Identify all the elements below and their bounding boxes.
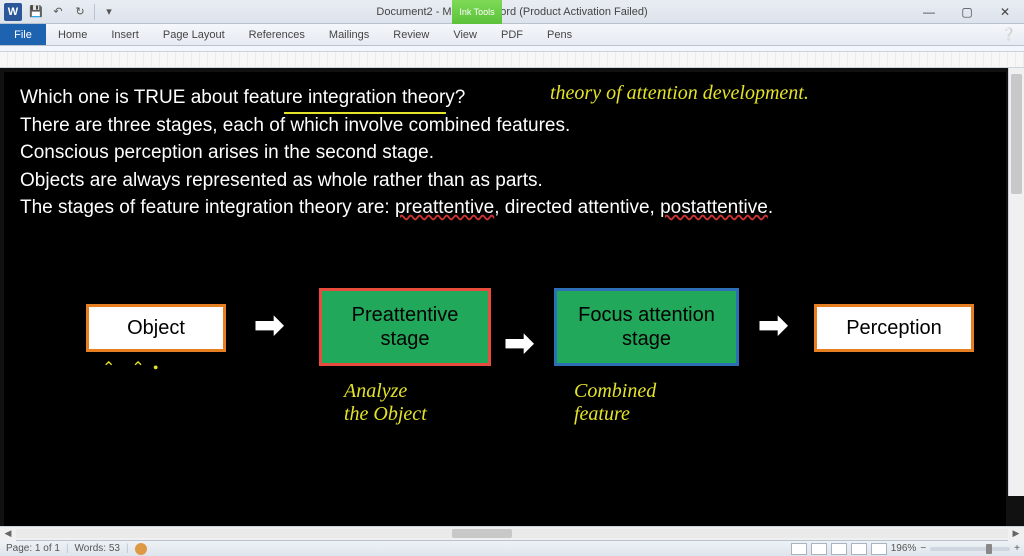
scribble-mark-2: ⌃ [131, 360, 144, 377]
q1-part-c: theory? [397, 87, 466, 108]
hscroll-right-button[interactable]: ▶ [1008, 527, 1024, 541]
ribbon-tabs: File Home Insert Page Layout References … [0, 24, 1024, 46]
tab-insert[interactable]: Insert [99, 24, 151, 45]
view-web-icon[interactable] [831, 543, 847, 555]
box-focus-label: Focus attention stage [578, 303, 715, 351]
arrow-2: ➡ [504, 322, 534, 364]
arrow-1: ➡ [254, 304, 284, 346]
zoom-percent[interactable]: 196% [891, 543, 917, 554]
tab-references[interactable]: References [237, 24, 317, 45]
proofing-errors-icon[interactable] [135, 543, 147, 555]
question-line-4: Objects are always represented as whole … [20, 167, 990, 195]
status-separator: | [126, 543, 129, 554]
ink-tools-label: Ink Tools [459, 8, 494, 17]
q5-d-misspell: postattentive [660, 197, 768, 218]
annotation-pre-l1: Analyze [344, 380, 427, 403]
zoom-in-button[interactable]: + [1014, 543, 1020, 554]
horizontal-scrollbar[interactable]: ◀ ▶ [0, 526, 1024, 540]
question-line-5: The stages of feature integration theory… [20, 194, 990, 222]
q1-part-a: Which one is TRUE about f [20, 87, 249, 108]
hscroll-track[interactable] [16, 529, 1008, 538]
zoom-slider-thumb[interactable] [986, 544, 992, 554]
tab-view[interactable]: View [441, 24, 489, 45]
tab-mailings[interactable]: Mailings [317, 24, 381, 45]
highlighter-underline [284, 112, 446, 114]
titlebar: W 💾 ↶ ↻ ▾ Document2 - Microsoft Word (Pr… [0, 0, 1024, 24]
status-separator: | [66, 543, 69, 554]
tab-home[interactable]: Home [46, 24, 99, 45]
box-object: Object [86, 304, 226, 352]
q5-b-misspell: preattentive [395, 197, 494, 218]
redo-icon[interactable]: ↻ [72, 4, 88, 20]
tab-page-layout[interactable]: Page Layout [151, 24, 237, 45]
arrow-icon: ➡ [758, 304, 788, 346]
question-line-1: Which one is TRUE about feature integrat… [20, 84, 990, 112]
close-button[interactable]: ✕ [986, 0, 1024, 23]
page-content: Which one is TRUE about feature integrat… [20, 84, 990, 222]
document-page[interactable]: Which one is TRUE about feature integrat… [4, 72, 1006, 526]
qat-separator [94, 4, 95, 20]
annotation-below-focus: Combined feature [574, 380, 656, 426]
ink-tools-contextual-tab[interactable]: Ink Tools [452, 0, 502, 24]
annotation-under-object: ⌃ ⌃ • [102, 358, 158, 378]
undo-icon[interactable]: ↶ [50, 4, 66, 20]
save-icon[interactable]: 💾 [28, 4, 44, 20]
word-app-icon: W [4, 3, 22, 21]
help-icon[interactable]: ❔ [1001, 27, 1016, 41]
arrow-icon: ➡ [254, 304, 284, 346]
view-print-layout-icon[interactable] [791, 543, 807, 555]
q1-part-b: eature integration [249, 87, 397, 108]
status-page[interactable]: Page: 1 of 1 [6, 543, 60, 554]
zoom-slider[interactable] [930, 547, 1010, 551]
window-controls: — ▢ ✕ [910, 0, 1024, 23]
vertical-scroll-thumb[interactable] [1011, 74, 1022, 194]
box-preattentive: Preattentive stage [319, 288, 491, 366]
view-outline-icon[interactable] [851, 543, 867, 555]
tab-pdf[interactable]: PDF [489, 24, 535, 45]
status-words[interactable]: Words: 53 [75, 543, 120, 554]
hscroll-left-button[interactable]: ◀ [0, 527, 16, 541]
arrow-icon: ➡ [504, 322, 534, 364]
scribble-mark-1: ⌃ [102, 360, 115, 377]
box-pre-label: Preattentive stage [352, 303, 459, 351]
customize-qat-icon[interactable]: ▾ [101, 4, 117, 20]
q5-e: . [768, 197, 773, 218]
tab-review[interactable]: Review [381, 24, 441, 45]
view-fullscreen-icon[interactable] [811, 543, 827, 555]
file-tab[interactable]: File [0, 24, 46, 45]
tab-pens[interactable]: Pens [535, 24, 584, 45]
maximize-button[interactable]: ▢ [948, 0, 986, 23]
q5-c: , directed attentive, [494, 197, 660, 218]
status-right: 196% − + [791, 543, 1020, 555]
scribble-dot: • [153, 360, 159, 377]
flow-diagram: Object Preattentive stage Focus attentio… [44, 274, 970, 474]
minimize-button[interactable]: — [910, 0, 948, 23]
q5-a: The stages of feature integration theory… [20, 197, 395, 218]
status-left: Page: 1 of 1 | Words: 53 | [0, 543, 147, 555]
hscroll-thumb[interactable] [452, 529, 512, 538]
box-percept-label: Perception [846, 316, 942, 340]
question-line-2: There are three stages, each of which in… [20, 112, 990, 140]
annotation-top-right: theory of attention development. [550, 82, 809, 105]
annotation-focus-l2: feature [574, 403, 656, 426]
question-line-3: Conscious perception arises in the secon… [20, 139, 990, 167]
horizontal-ruler[interactable] [0, 52, 1024, 68]
annotation-focus-l1: Combined [574, 380, 656, 403]
window-title: Document2 - Microsoft Word (Product Acti… [376, 6, 647, 18]
quick-access-toolbar: 💾 ↶ ↻ ▾ [28, 4, 117, 20]
annotation-pre-l2: the Object [344, 403, 427, 426]
annotation-below-preattentive: Analyze the Object [344, 380, 427, 426]
question-block: Which one is TRUE about feature integrat… [20, 84, 990, 222]
box-object-label: Object [127, 316, 185, 340]
box-focus-attention: Focus attention stage [554, 288, 739, 366]
document-viewport: Which one is TRUE about feature integrat… [0, 68, 1024, 526]
zoom-out-button[interactable]: − [920, 543, 926, 554]
view-draft-icon[interactable] [871, 543, 887, 555]
box-perception: Perception [814, 304, 974, 352]
vertical-scrollbar[interactable] [1008, 68, 1024, 496]
arrow-3: ➡ [758, 304, 788, 346]
statusbar: Page: 1 of 1 | Words: 53 | 196% − + [0, 540, 1024, 556]
